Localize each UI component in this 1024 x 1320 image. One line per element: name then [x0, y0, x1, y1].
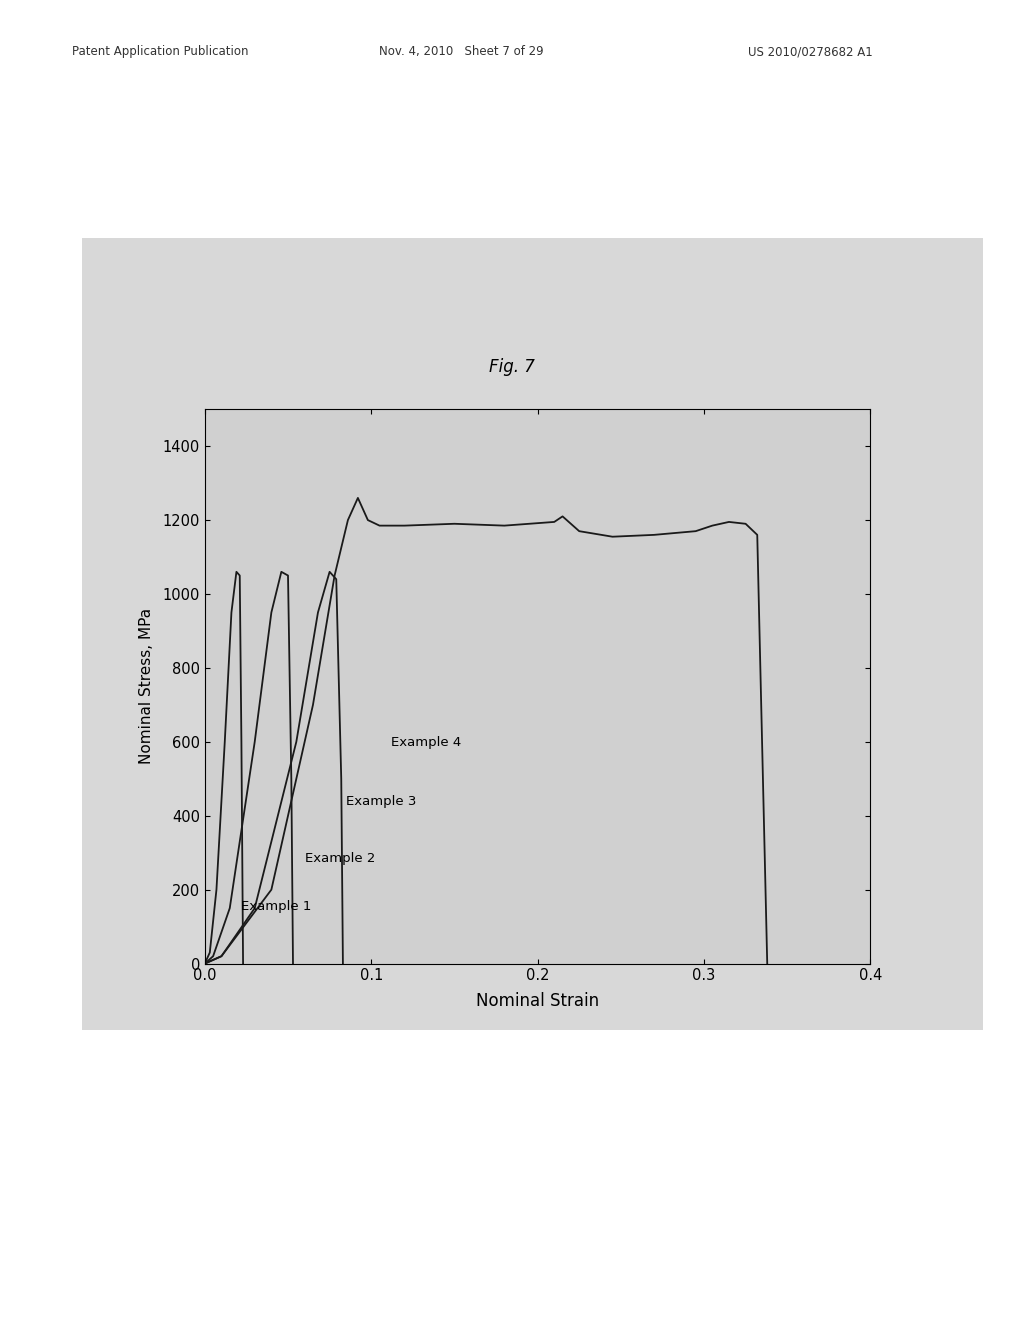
Text: Nov. 4, 2010   Sheet 7 of 29: Nov. 4, 2010 Sheet 7 of 29: [379, 45, 544, 58]
Text: Patent Application Publication: Patent Application Publication: [72, 45, 248, 58]
Text: Example 2: Example 2: [305, 851, 375, 865]
Text: Example 4: Example 4: [391, 735, 462, 748]
Text: US 2010/0278682 A1: US 2010/0278682 A1: [748, 45, 872, 58]
Text: Example 1: Example 1: [242, 900, 311, 913]
Text: Fig. 7: Fig. 7: [489, 358, 535, 376]
Text: Example 3: Example 3: [346, 795, 417, 808]
Y-axis label: Nominal Stress, MPa: Nominal Stress, MPa: [139, 609, 155, 764]
X-axis label: Nominal Strain: Nominal Strain: [476, 991, 599, 1010]
